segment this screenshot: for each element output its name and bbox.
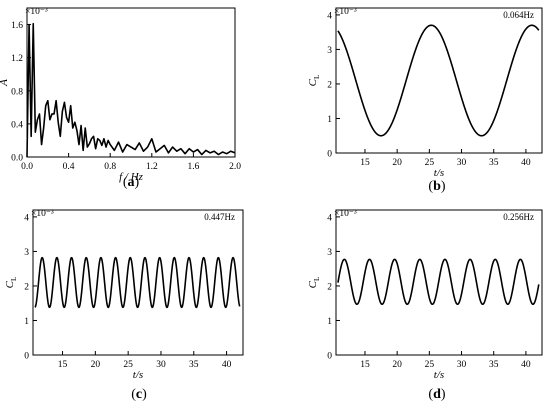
frequency-annotation: 0.256Hz <box>503 212 534 222</box>
x-tick-label: 0.0 <box>21 162 33 172</box>
series-line <box>26 22 236 158</box>
panel-label-close: ) <box>135 175 140 190</box>
x-axis-label: f / Hz <box>119 171 144 183</box>
x-tick-label: 1.6 <box>187 162 199 172</box>
y-tick-label: 0 <box>327 150 332 160</box>
panel-label-letter: a <box>128 175 135 190</box>
y-axis-label: CL <box>307 277 321 289</box>
chart-panel-c: 15 20 25 30 35 40 0 1 2 3 4 ×10⁻³ t/s CL 0.447Hz (c) <box>4 209 244 402</box>
y-tick-label: 1 <box>327 317 332 327</box>
panel-label-open: ( <box>428 387 433 402</box>
y-tick-label: 1 <box>24 317 29 327</box>
y-axis-label-main: C <box>307 280 319 288</box>
series-line <box>337 258 540 306</box>
y-tick-label: 0 <box>327 352 332 362</box>
x-tick-label: 30 <box>457 158 467 168</box>
x-tick-label: 35 <box>489 158 499 168</box>
panel-label-open: ( <box>428 179 433 194</box>
y-tick-label: 3 <box>327 248 332 258</box>
panel-label: (d) <box>428 387 445 402</box>
y-exponent-label: ×10⁻³ <box>25 7 48 17</box>
panel-label-close: ) <box>441 179 446 194</box>
frequency-annotation: 0.447Hz <box>204 212 235 222</box>
panel-label-close: ) <box>441 387 446 402</box>
y-tick-label: 1.6 <box>11 21 23 31</box>
x-tick-label: 0.4 <box>63 162 75 172</box>
x-tick-label: 20 <box>392 158 402 168</box>
y-tick-label: 3 <box>24 248 29 258</box>
x-tick-label: 1.2 <box>146 162 158 172</box>
y-axis-label: A <box>0 79 10 87</box>
y-tick-label: 2 <box>24 282 29 292</box>
x-tick-label: 40 <box>521 360 531 370</box>
plot-frame <box>335 209 543 356</box>
y-axis-label: CL <box>4 277 18 289</box>
x-tick-label: 0.8 <box>104 162 116 172</box>
x-tick-label: 35 <box>489 360 499 370</box>
panel-label-letter: d <box>433 387 441 402</box>
y-axis-label-main: C <box>4 280 16 288</box>
y-axis-label-subscript: L <box>313 75 321 79</box>
y-tick-label: 1 <box>327 115 332 125</box>
frequency-annotation: 0.064Hz <box>503 10 534 20</box>
x-tick-label: 2.0 <box>229 162 241 172</box>
y-axis-label: CL <box>307 75 321 87</box>
y-tick-label: 0.0 <box>11 154 23 164</box>
y-tick-label: 0.4 <box>11 120 23 130</box>
y-axis-label-main: A <box>0 79 10 87</box>
y-tick-label: 2 <box>327 80 332 90</box>
y-exponent-label: ×10⁻³ <box>334 7 357 17</box>
x-tick-label: 25 <box>425 158 435 168</box>
y-axis-label-main: C <box>307 78 319 86</box>
x-tick-label: 30 <box>156 360 166 370</box>
chart-panel-a: 0.0 0.4 0.8 1.2 1.6 2.00.00.40.81.21.6×10⁻³f … <box>0 7 241 190</box>
panel-label-open: ( <box>131 387 136 402</box>
x-axis-label: t/s <box>434 369 444 381</box>
y-exponent-label: ×10⁻³ <box>31 209 54 219</box>
x-tick-label: 20 <box>91 360 101 370</box>
panel-label-close: ) <box>142 387 147 402</box>
x-axis-label: t/s <box>133 369 143 381</box>
y-tick-label: 3 <box>327 46 332 56</box>
x-tick-label: 15 <box>58 360 68 370</box>
panel-label-open: ( <box>123 175 128 190</box>
plot-frame <box>335 7 543 154</box>
panel-label-letter: c <box>136 387 142 402</box>
chart-panel-d: 15 20 25 30 35 40 0 1 2 3 4 ×10⁻³ t/s CL 0.256Hz (d) <box>307 209 543 402</box>
y-exponent-label: ×10⁻³ <box>334 209 357 219</box>
x-tick-label: 40 <box>521 158 531 168</box>
x-tick-label: 25 <box>425 360 435 370</box>
series-line <box>34 256 241 309</box>
panel-label-letter: b <box>433 179 441 194</box>
x-tick-label: 35 <box>189 360 199 370</box>
y-axis-label-subscript: L <box>10 277 18 281</box>
x-tick-label: 15 <box>360 158 370 168</box>
y-tick-label: 0.8 <box>11 87 23 97</box>
panel-label: (b) <box>428 179 445 194</box>
plot-frame <box>26 7 236 158</box>
y-tick-label: 1.2 <box>11 54 23 64</box>
y-tick-label: 4 <box>24 213 29 223</box>
x-tick-label: 15 <box>360 360 370 370</box>
y-tick-label: 2 <box>327 282 332 292</box>
y-axis-label-subscript: L <box>313 277 321 281</box>
chart-panel-b: 15 20 25 30 35 40 0 1 2 3 4 ×10⁻³ t/s CL 0.064Hz (b) <box>307 7 543 194</box>
panel-label: (a) <box>123 175 140 190</box>
x-tick-label: 25 <box>123 360 133 370</box>
x-tick-label: 20 <box>392 360 402 370</box>
y-tick-label: 4 <box>327 213 332 223</box>
y-tick-label: 4 <box>327 11 332 21</box>
x-tick-label: 40 <box>222 360 232 370</box>
x-tick-label: 30 <box>457 360 467 370</box>
plot-frame <box>32 209 244 356</box>
series-line <box>337 24 540 137</box>
x-axis-label: t/s <box>434 167 444 179</box>
panel-label: (c) <box>131 387 147 402</box>
y-tick-label: 0 <box>24 352 29 362</box>
